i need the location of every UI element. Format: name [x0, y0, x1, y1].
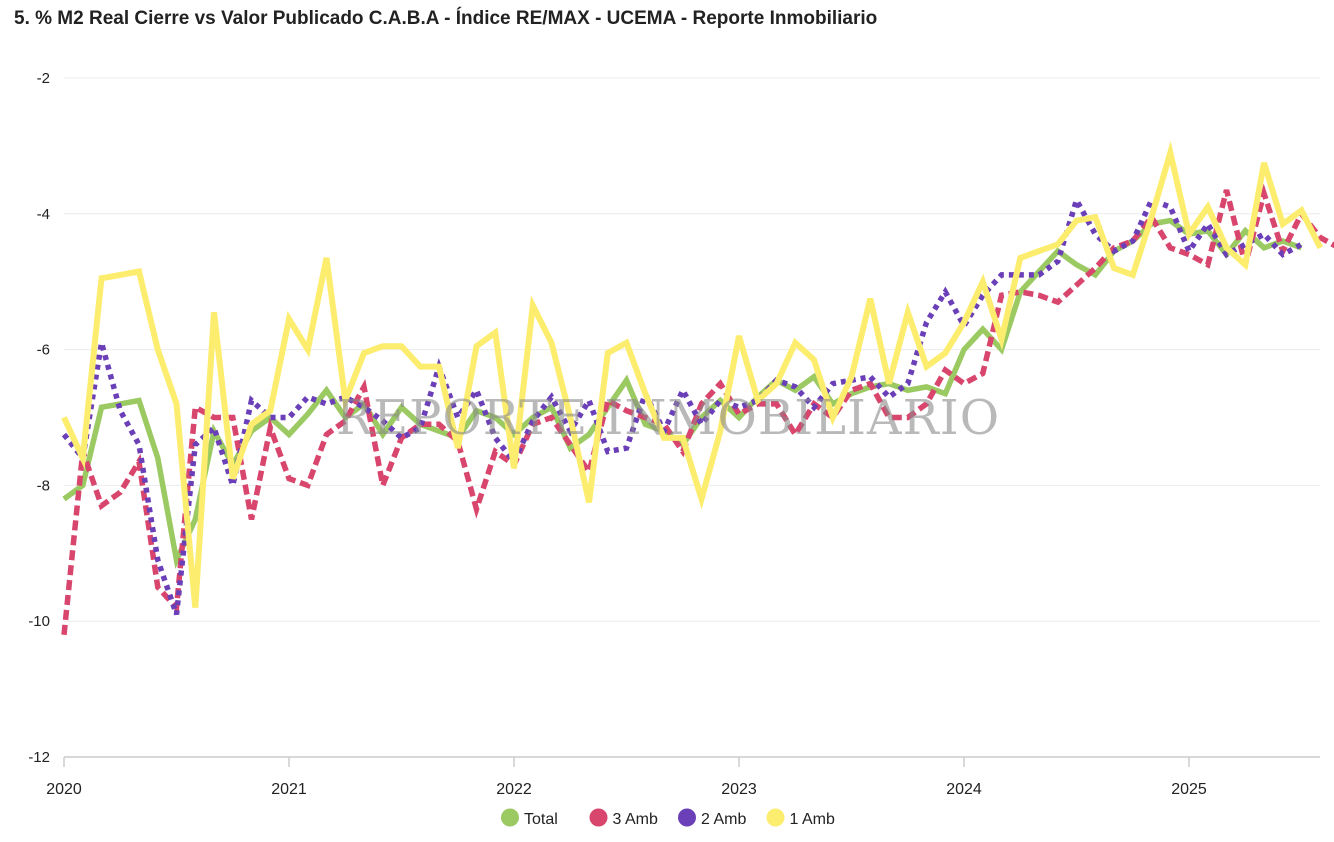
y-tick-label: -12 [28, 749, 50, 766]
plot-area [61, 140, 1334, 636]
y-tick-label: -4 [37, 206, 50, 223]
y-tick-label: -10 [28, 613, 50, 630]
x-tick-label: 2023 [721, 781, 757, 798]
x-tick-label: 2024 [946, 781, 982, 798]
gridlines [64, 77, 1320, 622]
legend-marker [501, 808, 519, 827]
legend-marker [678, 808, 696, 827]
legend-marker [589, 808, 608, 827]
series-line-1-amb [61, 140, 1323, 608]
legend-label: Total [524, 811, 558, 828]
y-tick-label: -6 [37, 342, 50, 359]
legend-marker [766, 808, 785, 827]
chart-title: 5. % M2 Real Cierre vs Valor Publicado C… [14, 8, 878, 29]
series-line-3-amb [61, 183, 1334, 636]
y-tick-label: -2 [37, 70, 50, 87]
y-tick-label: -8 [37, 477, 50, 494]
watermark: REPORTE INMOBILIARIO [336, 390, 1000, 446]
legend-item[interactable]: 1 Amb [766, 808, 835, 829]
x-tick-label: 2020 [46, 781, 82, 798]
x-axis: 2020 2021 2022 2023 2024 2025 [46, 756, 1320, 798]
x-tick-label: 2021 [271, 781, 307, 798]
legend-label: 1 Amb [790, 811, 835, 828]
legend-item[interactable]: Total [501, 808, 558, 829]
legend-label: 2 Amb [701, 811, 746, 828]
y-axis: -2 -4 -6 -8 -10 -12 [28, 70, 50, 766]
x-tick-label: 2025 [1171, 781, 1207, 798]
legend: Total 3 Amb 2 Amb 1 Amb [501, 808, 835, 829]
x-tick-label: 2022 [496, 781, 532, 798]
legend-item[interactable]: 3 Amb [589, 808, 658, 829]
legend-label: 3 Amb [613, 811, 658, 828]
legend-item[interactable]: 2 Amb [678, 808, 746, 829]
